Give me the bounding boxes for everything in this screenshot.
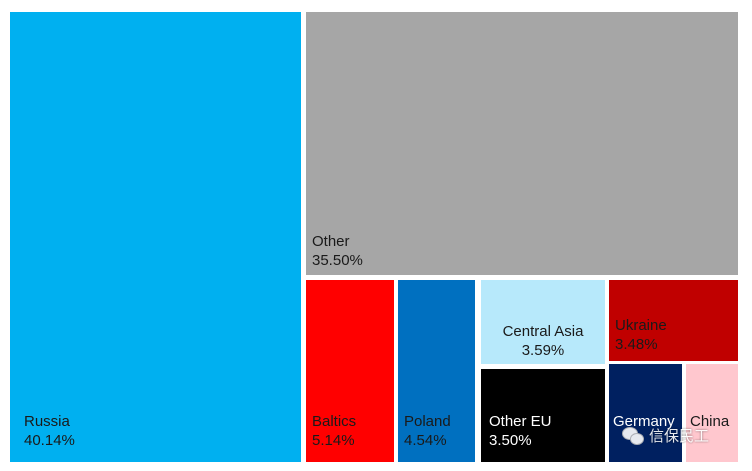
tile-value: 4.54%	[404, 432, 447, 449]
tile-name: China	[690, 413, 730, 430]
tile-germany	[609, 364, 682, 462]
watermark: 信保民工	[622, 425, 709, 446]
tile-label-ukraine: Ukraine 3.48%	[615, 316, 667, 354]
tile-value: 3.50%	[489, 432, 532, 449]
tile-name: Russia	[24, 413, 70, 430]
tile-baltics	[306, 280, 394, 462]
tile-label-central-asia: Central Asia 3.59%	[481, 322, 605, 360]
tile-china	[686, 364, 738, 462]
tile-value: 3.59%	[521, 342, 565, 359]
tile-value: 5.14%	[312, 432, 355, 449]
tile-value: 40.14%	[24, 432, 75, 449]
tile-name: Central Asia	[502, 323, 584, 340]
tile-label-poland: Poland 4.54%	[404, 412, 451, 450]
watermark-text: 信保民工	[649, 428, 710, 445]
tile-value: 3.48%	[615, 336, 658, 353]
tile-name: Poland	[404, 413, 451, 430]
tile-label-other: Other 35.50%	[312, 232, 363, 270]
tile-other	[306, 12, 738, 275]
tile-name: Ukraine	[615, 317, 667, 334]
tile-ukraine	[609, 280, 738, 361]
wechat-icon	[622, 426, 644, 445]
tile-label-other-eu: Other EU 3.50%	[489, 412, 552, 450]
tile-central-asia	[481, 280, 605, 364]
tile-label-russia: Russia 40.14%	[24, 412, 75, 450]
tile-value: 35.50%	[312, 252, 363, 269]
tile-name: Other	[312, 233, 350, 250]
tile-russia	[10, 12, 301, 462]
tile-label-baltics: Baltics 5.14%	[312, 412, 356, 450]
tile-name: Baltics	[312, 413, 357, 430]
tile-other-eu	[481, 369, 605, 462]
tile-label-germany: Germany	[613, 412, 675, 431]
tile-name: Germany	[613, 413, 675, 430]
tile-label-china: China	[690, 412, 729, 431]
tile-poland	[398, 280, 475, 462]
tile-name: Other EU	[489, 413, 552, 430]
